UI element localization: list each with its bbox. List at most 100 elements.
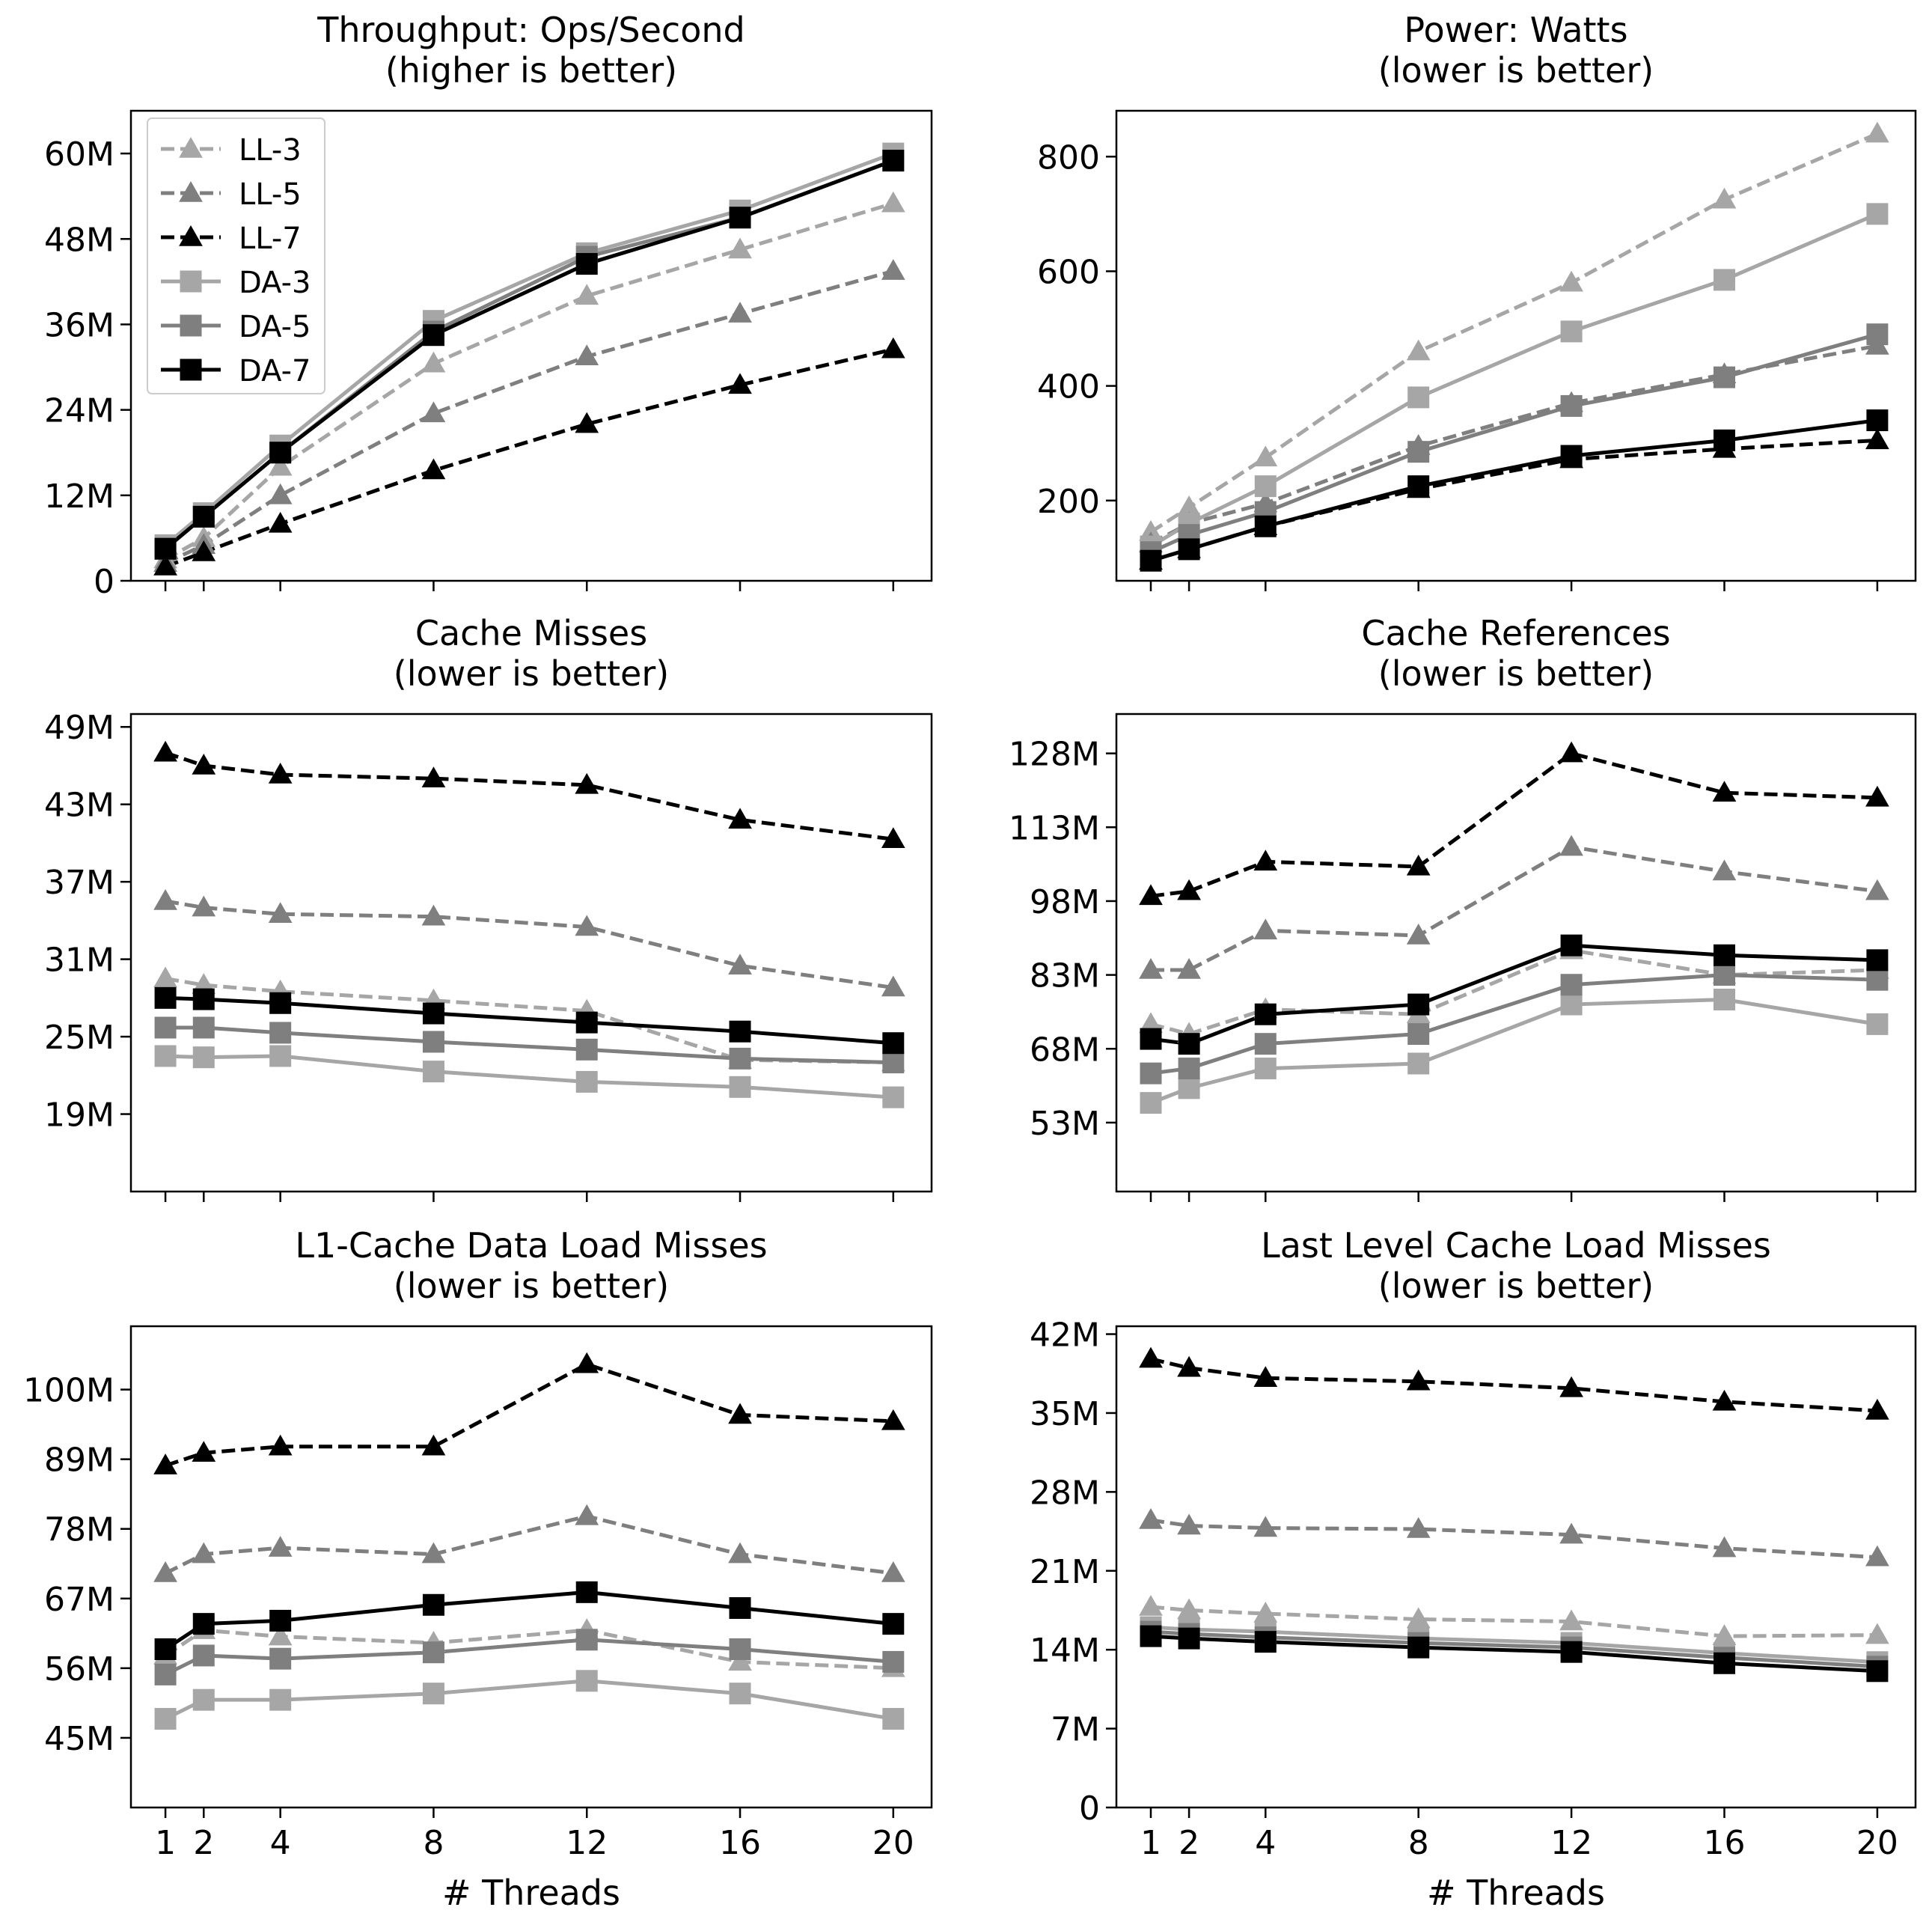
legend-marker [180,314,202,337]
data-point-da-5 [882,1052,905,1074]
data-point-da-5 [269,1647,292,1670]
y-tick-label: 45M [44,1720,114,1758]
panel-subtitle: (lower is better) [1378,50,1654,91]
data-point-da-3 [1866,1013,1889,1035]
panel-title: Cache References [1361,613,1670,653]
data-point-ll-7 [575,412,599,433]
data-point-da-7 [1178,1033,1200,1055]
data-point-ll-5 [881,259,905,280]
y-tick-label: 37M [44,864,114,902]
data-point-ll-7 [728,373,752,394]
data-point-ll-7 [575,772,599,794]
data-point-ll-7 [1253,1366,1278,1388]
data-point-ll-5 [421,904,446,926]
data-point-da-7 [1140,549,1162,572]
data-point-ll-5 [1177,1513,1201,1535]
y-tick-label: 25M [44,1019,114,1057]
y-tick-label: 12M [44,478,114,516]
x-tick-label: 4 [270,1824,291,1862]
data-point-da-5 [422,1641,444,1664]
y-tick-label: 67M [44,1581,114,1619]
panel-2: Power: Watts(lower is better) 200 400 600 80… [1037,10,1917,591]
data-point-da-3 [422,1683,444,1705]
data-point-ll-7 [1139,1346,1163,1368]
data-point-ll-7 [881,1409,905,1430]
data-point-da-7 [1140,1028,1162,1050]
data-point-da-7 [882,1613,905,1635]
x-tick-label: 20 [872,1824,914,1862]
x-tick-label: 8 [1408,1824,1429,1862]
data-point-ll-3 [1253,445,1278,467]
y-tick-label: 800 [1037,138,1100,177]
data-point-ll-5 [192,895,216,917]
data-point-da-7 [1713,944,1735,966]
data-point-da-7 [1254,1631,1277,1653]
data-point-da-5 [192,1644,215,1667]
data-point-ll-5 [1177,958,1201,979]
data-point-ll-7 [1712,1389,1737,1411]
data-point-da-3 [1560,993,1583,1016]
data-point-ll-5 [153,889,177,910]
legend-label: LL-5 [239,177,302,212]
x-tick-label: 16 [1703,1824,1745,1862]
data-point-da-5 [1560,974,1583,996]
data-point-ll-7 [881,827,905,849]
data-point-da-7 [882,1032,905,1055]
data-point-da-7 [192,505,215,528]
data-point-ll-3 [728,1650,752,1671]
data-point-da-5 [1140,1062,1162,1084]
data-point-da-7 [1866,409,1889,432]
legend-label: LL-7 [239,222,302,256]
data-point-ll-5 [1406,923,1431,945]
data-point-da-7 [1140,1625,1162,1647]
data-point-ll-5 [153,1561,177,1582]
data-point-ll-3 [268,1624,293,1646]
data-point-da-3 [192,1046,215,1069]
data-point-ll-5 [1559,835,1583,856]
data-point-da-5 [269,1022,292,1044]
panel-title: Power: Watts [1404,10,1627,50]
plot-frame [1115,1325,1917,1809]
data-point-da-3 [1713,988,1735,1010]
data-point-da-7 [154,1638,177,1660]
data-point-ll-5 [575,344,599,366]
data-point-ll-7 [268,1434,293,1456]
panel-4: Cache References(lower is better) 53M 68M 8… [1009,613,1917,1202]
panel-title: Last Level Cache Load Misses [1261,1225,1771,1266]
data-point-ll-3 [1712,187,1737,209]
y-tick-label: 89M [44,1442,114,1480]
data-point-ll-5 [421,1542,446,1564]
y-tick-label: 56M [44,1650,114,1688]
panel-subtitle: (lower is better) [1378,653,1654,694]
data-point-ll-7 [192,753,216,775]
y-tick-label: 31M [44,942,114,980]
panel-title: Cache Misses [415,613,647,653]
data-point-ll-5 [1139,958,1163,979]
panel-title: L1-Cache Data Load Misses [295,1225,767,1266]
data-point-da-5 [192,1016,215,1039]
data-point-da-3 [1407,386,1430,409]
data-point-da-5 [1866,968,1889,991]
data-point-ll-3 [1139,1594,1163,1616]
data-point-ll-3 [1865,1623,1889,1644]
data-point-ll-5 [881,1561,905,1582]
y-tick-label: 35M [1030,1395,1100,1433]
data-point-ll-5 [881,975,905,997]
legend: LL-3 LL-5 LL-7 DA-3 DA-5 DA-7 [147,118,325,394]
data-point-da-7 [882,150,905,172]
x-axis-label: # Threads [1427,1873,1605,1913]
y-tick-label: 200 [1037,483,1100,521]
data-point-ll-5 [192,1542,216,1564]
data-point-da-3 [1140,1092,1162,1114]
data-point-da-7 [1560,445,1583,467]
data-point-ll-7 [1559,1376,1583,1397]
y-tick-label: 53M [1030,1105,1100,1143]
legend-marker [179,225,203,246]
data-point-da-3 [882,1086,905,1108]
data-point-da-7 [1713,429,1735,451]
data-point-da-7 [575,1581,598,1603]
data-point-ll-5 [1406,1517,1431,1538]
data-point-ll-5 [1139,1507,1163,1529]
